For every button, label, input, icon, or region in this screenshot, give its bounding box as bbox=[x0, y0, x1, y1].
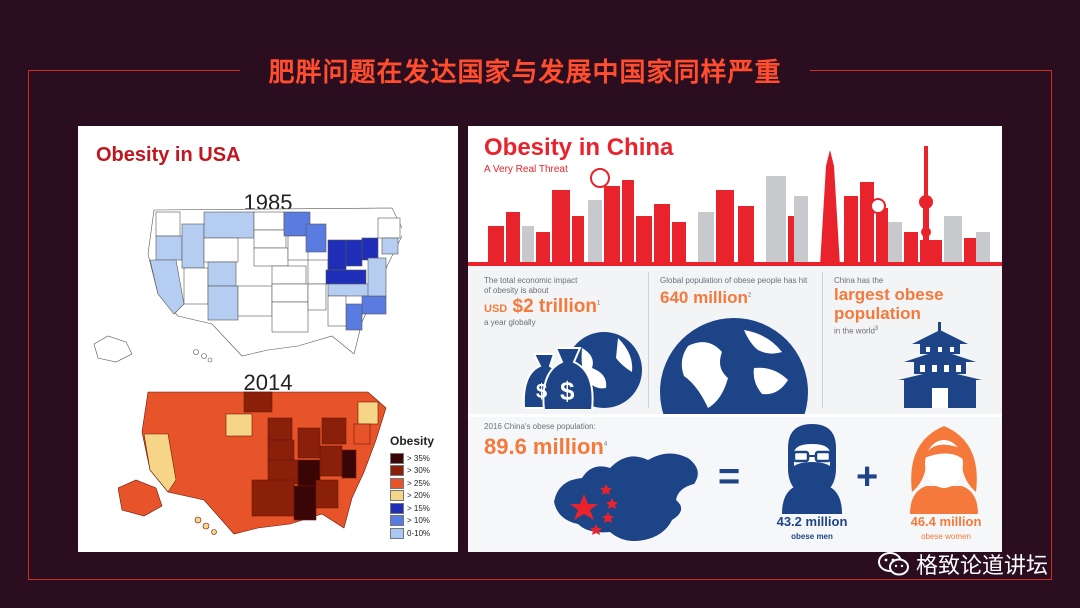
legend-item: > 15% bbox=[390, 502, 434, 515]
largest-population-value: largest obese population bbox=[834, 285, 944, 323]
globe-icon bbox=[660, 318, 808, 416]
divider bbox=[822, 272, 823, 408]
usa-title: Obesity in USA bbox=[96, 144, 241, 166]
svg-text:$: $ bbox=[536, 381, 547, 403]
china-title: Obesity in China bbox=[484, 134, 674, 161]
city-skyline-illustration bbox=[468, 146, 1002, 266]
legend-label: > 35% bbox=[407, 453, 430, 463]
global-population-intro: Global population of obese people has hi… bbox=[660, 276, 808, 285]
legend-label: > 25% bbox=[407, 478, 430, 488]
title-bar: 肥胖问题在发达国家与发展中国家同样严重 bbox=[240, 50, 810, 90]
currency-prefix: USD bbox=[484, 303, 508, 315]
legend-item: > 10% bbox=[390, 515, 434, 528]
largest-population-suffix: in the world3 bbox=[834, 326, 878, 337]
obese-man-icon bbox=[782, 424, 842, 514]
watermark-text: 格致论道讲坛 bbox=[915, 554, 1048, 579]
legend-label: > 30% bbox=[407, 466, 430, 476]
footnote-marker: 4 bbox=[603, 441, 608, 448]
economic-impact-suffix: a year globally bbox=[484, 318, 536, 327]
china-population-intro: 2016 China's obese population: bbox=[484, 422, 596, 431]
legend-label: > 20% bbox=[407, 491, 430, 501]
economic-impact-intro: The total economic impact of obesity is … bbox=[484, 276, 577, 296]
legend-swatch bbox=[390, 465, 404, 477]
largest-population-intro: China has the bbox=[834, 276, 884, 285]
legend-item: > 30% bbox=[390, 465, 434, 478]
usa-map-1985 bbox=[93, 207, 402, 363]
value-line: largest obese bbox=[834, 285, 944, 304]
usa-panel: Obesity in USA 1985 2014 bbox=[78, 126, 458, 552]
legend-item: > 35% bbox=[390, 452, 434, 465]
legend-label: > 10% bbox=[407, 516, 430, 526]
china-subtitle: A Very Real Threat bbox=[484, 164, 568, 175]
trillion-value: $2 trillion bbox=[512, 296, 597, 317]
women-value: 46.4 million bbox=[910, 514, 982, 529]
china-panel: Obesity in China A Very Real Threat bbox=[468, 126, 1002, 552]
equals-sign: = bbox=[718, 456, 741, 498]
legend-label: > 15% bbox=[407, 503, 430, 513]
women-label: obese women bbox=[921, 532, 971, 541]
china-population-value: 89.6 million4 bbox=[484, 434, 607, 460]
suffix-text: in the world bbox=[834, 326, 875, 336]
legend-item: > 20% bbox=[390, 490, 434, 503]
footnote-marker: 2 bbox=[747, 292, 752, 299]
men-value: 43.2 million bbox=[776, 514, 848, 529]
money-bags-globe-icon: $ $ bbox=[522, 332, 642, 410]
men-label: obese men bbox=[791, 532, 833, 541]
legend-label: 0-10% bbox=[407, 528, 431, 538]
legend-title: Obesity bbox=[390, 434, 435, 448]
million-value: 640 million bbox=[660, 288, 748, 307]
economic-impact-value: USD $2 trillion1 bbox=[484, 296, 600, 318]
pagoda-icon bbox=[898, 322, 982, 408]
legend-swatch bbox=[390, 477, 404, 489]
divider bbox=[648, 272, 649, 408]
slide-title: 肥胖问题在发达国家与发展中国家同样严重 bbox=[268, 57, 782, 88]
intro-line: of obesity is about bbox=[484, 286, 549, 295]
obesity-legend: Obesity > 35% > 30% > 25% > 20% > 15% > … bbox=[390, 434, 434, 540]
million-value: 89.6 million bbox=[484, 434, 604, 459]
footnote-marker: 1 bbox=[596, 300, 601, 307]
usa-map-2014 bbox=[118, 391, 387, 535]
year-2014-label: 2014 bbox=[243, 370, 293, 395]
global-population-value: 640 million2 bbox=[660, 288, 751, 308]
intro-line: The total economic impact bbox=[484, 276, 578, 285]
legend-item: 0-10% bbox=[390, 527, 434, 540]
legend-swatch bbox=[390, 502, 404, 514]
value-line: population bbox=[834, 303, 921, 323]
legend-swatch bbox=[390, 490, 404, 502]
legend-swatch bbox=[390, 527, 404, 539]
wechat-icon bbox=[877, 552, 909, 576]
svg-text:$: $ bbox=[560, 376, 575, 406]
obese-woman-icon bbox=[910, 426, 978, 514]
footnote-marker: 3 bbox=[874, 326, 879, 332]
watermark: 格致论道讲坛 bbox=[877, 548, 1048, 580]
plus-sign: + bbox=[856, 456, 879, 498]
legend-swatch bbox=[390, 515, 404, 527]
china-map-icon bbox=[554, 453, 698, 541]
legend-item: > 25% bbox=[390, 477, 434, 490]
legend-swatch bbox=[390, 452, 404, 464]
